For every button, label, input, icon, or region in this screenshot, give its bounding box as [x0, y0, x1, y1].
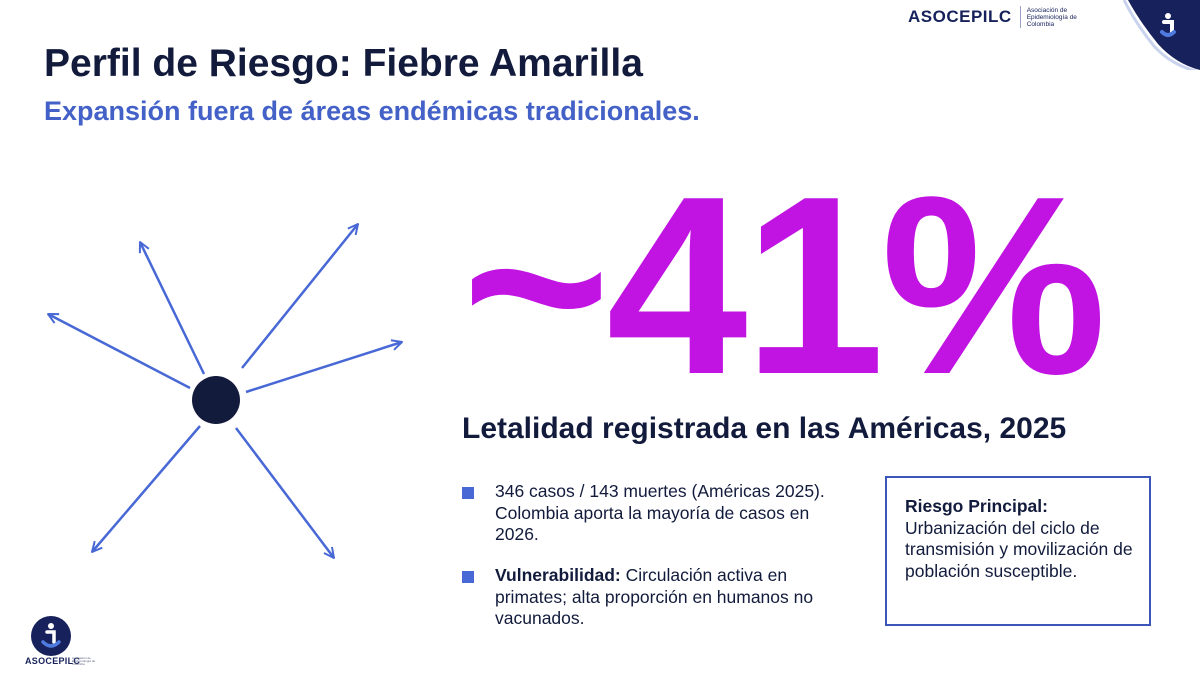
- bullet-vulnerability: Vulnerabilidad: Circulación activa en pr…: [462, 565, 842, 635]
- risk-callout: Riesgo Principal: Urbanización del ciclo…: [885, 476, 1151, 626]
- metric-label: Letalidad registrada en las Américas, 20…: [462, 412, 1067, 445]
- metric-value: ~41%: [462, 143, 1107, 427]
- brand-name: ASOCEPILC: [908, 7, 1012, 26]
- footer-logo-icon: [31, 616, 71, 656]
- brand-subtitle: Asociación de Epidemiología de Colombia: [1026, 6, 1077, 28]
- risk-body: Urbanización del ciclo de transmisión y …: [905, 517, 1133, 581]
- slide-title: Perfil de Riesgo: Fiebre Amarilla: [44, 42, 643, 85]
- bullet-text: 346 casos / 143 muertes (Américas 2025).…: [495, 481, 825, 544]
- bullet-square-icon: [462, 571, 474, 583]
- slide-subtitle: Expansión fuera de áreas endémicas tradi…: [44, 96, 700, 126]
- corner-logo-icon: [1106, 0, 1200, 70]
- bullet-text: Circulación activa en primates; alta pro…: [495, 565, 814, 628]
- origin-dot: [192, 376, 240, 424]
- bullet-bold: Vulnerabilidad:: [495, 565, 621, 585]
- header-brand: ASOCEPILC Asociación de Epidemiología de…: [908, 6, 1091, 28]
- bullet-cases: 346 casos / 143 muertes (Américas 2025).…: [462, 481, 842, 551]
- risk-title: Riesgo Principal:: [905, 496, 1048, 516]
- footer-brand-name: ASOCEPILC: [25, 656, 81, 666]
- footer-brand-subtitle: Asociación de Epidemiología de Colombia: [72, 656, 96, 666]
- brand-divider: [1019, 6, 1021, 28]
- expansion-arrows-icon: [47, 223, 403, 559]
- bullet-square-icon: [462, 487, 474, 499]
